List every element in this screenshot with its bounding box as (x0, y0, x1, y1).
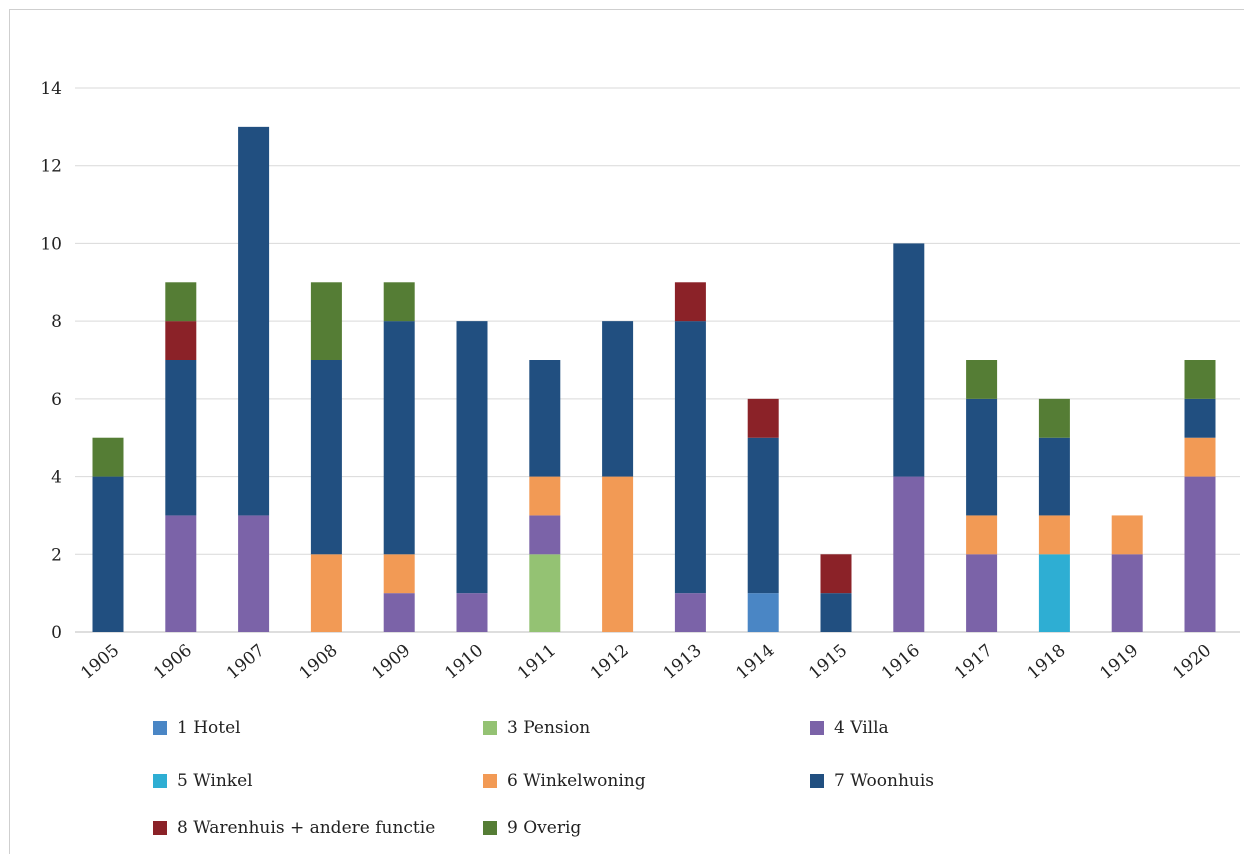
bar-segment (238, 126, 270, 516)
bar-segment (1038, 554, 1070, 632)
bar-segment (310, 360, 342, 555)
x-axis-ticks: 1905 1906 1907 1908 1909 1910 1911 1912 1913 1914… (77, 641, 1215, 684)
bar-segment (1184, 360, 1216, 399)
bar-segment (747, 593, 779, 632)
bar-segment (1184, 398, 1216, 438)
x-tick-label: 1913 (660, 641, 706, 684)
bar-segment (1184, 437, 1216, 477)
bar-segment (1111, 554, 1143, 632)
bar-segment (893, 476, 925, 632)
bar-segment (966, 398, 998, 516)
bar-segment (165, 321, 197, 360)
bar-segment (529, 515, 561, 555)
bar-segment (383, 554, 415, 594)
bars (92, 126, 1216, 632)
chart-frame (9, 9, 1244, 854)
bar-segment (165, 360, 197, 516)
y-tick-label: 0 (51, 623, 62, 643)
bar-segment (966, 515, 998, 555)
x-tick-label: 1906 (150, 641, 196, 684)
bar-segment (92, 476, 124, 632)
bar-segment (529, 476, 561, 516)
bar-segment (1038, 515, 1070, 555)
bar-segment (1038, 398, 1070, 438)
x-tick-label: 1910 (441, 641, 487, 684)
bar-segment (383, 593, 415, 632)
bar-segment (966, 360, 998, 399)
x-tick-label: 1916 (878, 641, 924, 684)
bar-segment (529, 360, 561, 477)
x-tick-label: 1911 (514, 641, 560, 684)
bar-segment (820, 554, 852, 594)
y-tick-label: 14 (40, 79, 62, 99)
bar-segment (747, 437, 779, 594)
bar-segment (820, 593, 852, 632)
bar-segment (310, 282, 342, 360)
bar-segment (674, 593, 706, 632)
bar-segment (165, 282, 197, 322)
x-tick-label: 1919 (1096, 641, 1142, 684)
bar-segment (966, 554, 998, 632)
y-tick-label: 12 (40, 157, 62, 177)
x-tick-label: 1918 (1024, 641, 1070, 684)
x-tick-label: 1905 (77, 641, 123, 684)
bar-segment (893, 243, 925, 477)
bar-segment (456, 321, 488, 594)
x-tick-label: 1912 (587, 641, 633, 684)
bar-segment (674, 321, 706, 594)
bar-segment (602, 321, 634, 477)
y-tick-label: 10 (40, 234, 62, 254)
bar-segment (238, 515, 270, 632)
x-tick-label: 1914 (732, 641, 778, 684)
bar-segment (674, 282, 706, 322)
x-tick-label: 1920 (1169, 641, 1215, 684)
y-axis-ticks: 0 2 4 6 8 10 12 14 (40, 79, 62, 643)
bar-segment (310, 554, 342, 632)
x-tick-label: 1915 (805, 641, 851, 684)
bar-segment (602, 476, 634, 632)
y-tick-label: 4 (51, 468, 62, 488)
bar-segment (1038, 437, 1070, 516)
y-tick-label: 8 (51, 312, 62, 332)
x-tick-label: 1917 (951, 641, 997, 684)
bar-segment (747, 398, 779, 438)
bar-segment (165, 515, 197, 632)
x-tick-label: 1909 (368, 641, 414, 684)
bar-segment (1184, 476, 1216, 632)
bar-segment (383, 282, 415, 322)
bar-segment (456, 593, 488, 632)
bar-segment (383, 321, 415, 555)
x-tick-label: 1908 (296, 641, 342, 684)
y-tick-label: 6 (51, 390, 62, 410)
y-tick-label: 2 (51, 545, 62, 565)
bar-segment (529, 554, 561, 632)
x-tick-label: 1907 (223, 641, 269, 684)
bar-segment (1111, 515, 1143, 555)
bar-segment (92, 437, 124, 477)
